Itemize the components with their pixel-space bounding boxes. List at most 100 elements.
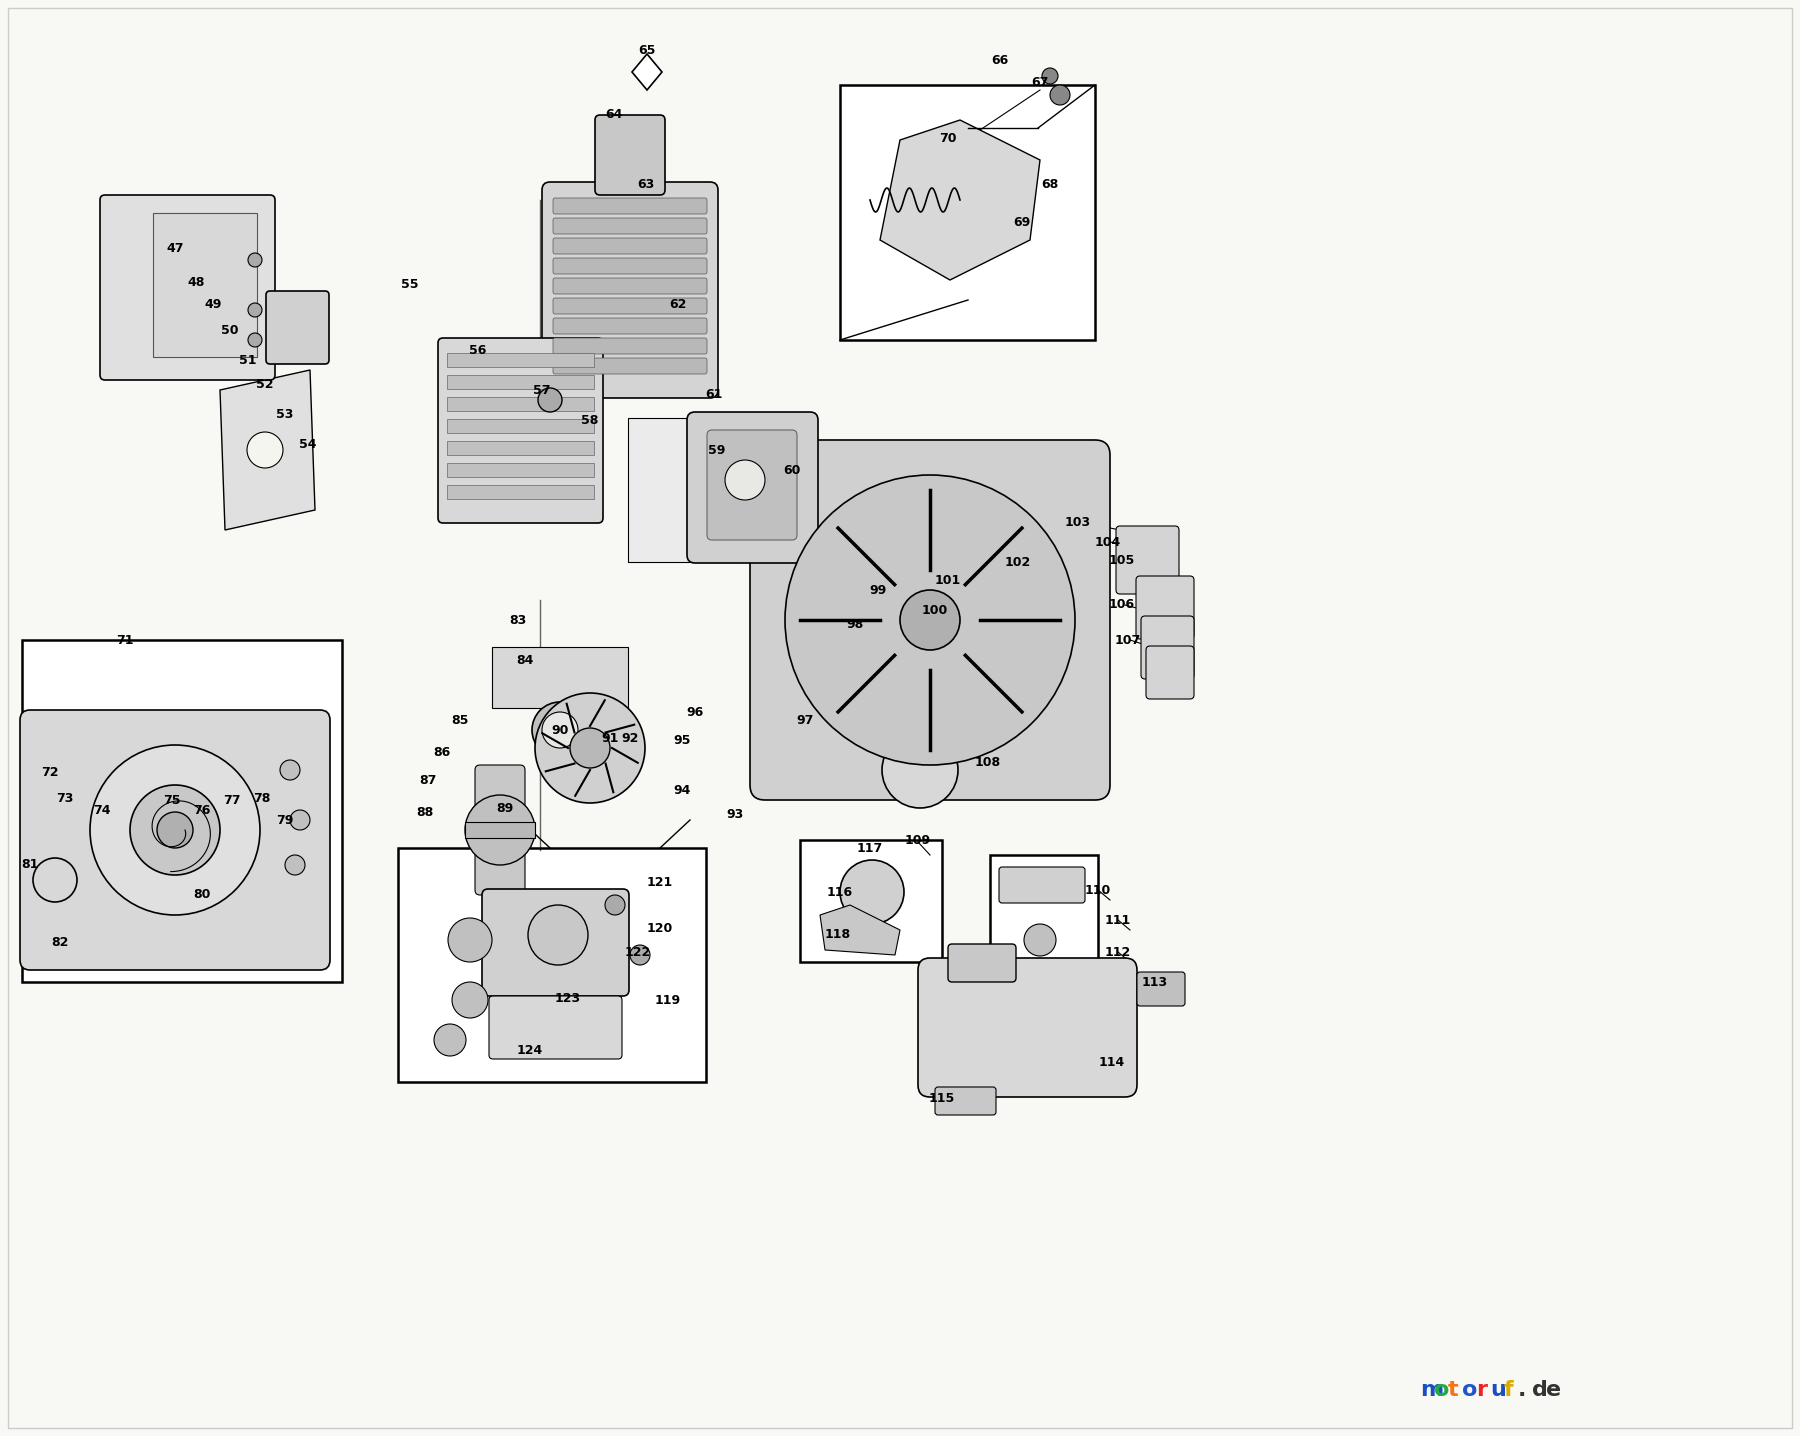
Text: 60: 60 bbox=[783, 464, 801, 477]
Text: f: f bbox=[1505, 1380, 1514, 1400]
Text: 104: 104 bbox=[1094, 536, 1121, 549]
Text: t: t bbox=[1447, 1380, 1458, 1400]
Bar bbox=[841, 85, 1094, 340]
Text: 117: 117 bbox=[857, 841, 884, 854]
Text: 70: 70 bbox=[940, 132, 958, 145]
FancyBboxPatch shape bbox=[101, 195, 275, 381]
Text: 78: 78 bbox=[254, 791, 270, 804]
Text: 94: 94 bbox=[673, 784, 691, 797]
Circle shape bbox=[284, 854, 304, 875]
Circle shape bbox=[248, 333, 263, 348]
Text: 124: 124 bbox=[517, 1044, 544, 1057]
Circle shape bbox=[130, 785, 220, 875]
Text: .: . bbox=[1517, 1380, 1526, 1400]
Text: 59: 59 bbox=[709, 444, 725, 457]
FancyBboxPatch shape bbox=[1136, 576, 1193, 639]
FancyBboxPatch shape bbox=[1147, 646, 1193, 699]
Text: 100: 100 bbox=[922, 603, 949, 616]
Text: u: u bbox=[1490, 1380, 1507, 1400]
Text: o: o bbox=[1462, 1380, 1478, 1400]
Text: 93: 93 bbox=[727, 808, 743, 821]
Text: 101: 101 bbox=[934, 573, 961, 586]
Text: 79: 79 bbox=[277, 814, 293, 827]
Polygon shape bbox=[821, 905, 900, 955]
Text: 120: 120 bbox=[646, 922, 673, 935]
Text: 53: 53 bbox=[277, 408, 293, 422]
Text: 58: 58 bbox=[581, 414, 599, 426]
Text: 88: 88 bbox=[416, 806, 434, 819]
Circle shape bbox=[452, 982, 488, 1018]
FancyBboxPatch shape bbox=[918, 958, 1138, 1097]
FancyBboxPatch shape bbox=[475, 765, 526, 895]
Circle shape bbox=[785, 475, 1075, 765]
Bar bbox=[446, 419, 594, 434]
Text: 68: 68 bbox=[1042, 178, 1058, 191]
Bar bbox=[464, 821, 535, 839]
Text: 110: 110 bbox=[1085, 883, 1111, 896]
FancyBboxPatch shape bbox=[153, 213, 257, 358]
Text: 115: 115 bbox=[929, 1091, 956, 1104]
Text: 74: 74 bbox=[94, 804, 112, 817]
FancyBboxPatch shape bbox=[553, 238, 707, 254]
Text: 57: 57 bbox=[533, 383, 551, 396]
Bar bbox=[799, 840, 941, 962]
Bar bbox=[446, 396, 594, 411]
Circle shape bbox=[535, 694, 644, 803]
Circle shape bbox=[527, 905, 589, 965]
FancyBboxPatch shape bbox=[1138, 972, 1184, 1007]
Bar bbox=[22, 640, 342, 982]
Text: 64: 64 bbox=[605, 109, 623, 122]
Text: m: m bbox=[1420, 1380, 1444, 1400]
Circle shape bbox=[32, 857, 77, 902]
Circle shape bbox=[542, 712, 578, 748]
Text: 121: 121 bbox=[646, 876, 673, 889]
Text: 48: 48 bbox=[187, 276, 205, 289]
Bar bbox=[990, 854, 1098, 968]
Text: e: e bbox=[1546, 1380, 1561, 1400]
Text: 119: 119 bbox=[655, 994, 680, 1007]
FancyBboxPatch shape bbox=[20, 709, 329, 969]
Circle shape bbox=[281, 760, 301, 780]
Bar bbox=[398, 849, 706, 1081]
FancyBboxPatch shape bbox=[949, 943, 1015, 982]
Text: 91: 91 bbox=[601, 731, 619, 744]
Bar bbox=[446, 462, 594, 477]
FancyBboxPatch shape bbox=[553, 358, 707, 373]
Circle shape bbox=[533, 702, 589, 758]
Text: 66: 66 bbox=[992, 53, 1008, 66]
Text: 73: 73 bbox=[56, 791, 74, 804]
Text: 50: 50 bbox=[221, 323, 239, 336]
Text: 98: 98 bbox=[846, 619, 864, 632]
Text: 123: 123 bbox=[554, 991, 581, 1005]
Text: 118: 118 bbox=[824, 929, 851, 942]
FancyBboxPatch shape bbox=[934, 1087, 995, 1114]
FancyBboxPatch shape bbox=[596, 115, 664, 195]
Circle shape bbox=[841, 860, 904, 923]
Text: 49: 49 bbox=[205, 299, 221, 312]
Circle shape bbox=[605, 895, 625, 915]
Text: 69: 69 bbox=[1013, 215, 1031, 228]
Polygon shape bbox=[880, 121, 1040, 280]
Text: 92: 92 bbox=[621, 731, 639, 744]
FancyBboxPatch shape bbox=[751, 439, 1111, 800]
Text: 97: 97 bbox=[796, 714, 814, 727]
Text: 47: 47 bbox=[166, 241, 184, 254]
Bar bbox=[446, 485, 594, 498]
Text: 84: 84 bbox=[517, 653, 533, 666]
FancyBboxPatch shape bbox=[542, 182, 718, 398]
FancyBboxPatch shape bbox=[553, 317, 707, 335]
Circle shape bbox=[464, 796, 535, 864]
Text: o: o bbox=[1435, 1380, 1449, 1400]
Circle shape bbox=[290, 810, 310, 830]
Circle shape bbox=[725, 460, 765, 500]
Text: 62: 62 bbox=[670, 299, 686, 312]
Text: 102: 102 bbox=[1004, 556, 1031, 569]
Polygon shape bbox=[632, 55, 662, 90]
FancyBboxPatch shape bbox=[553, 299, 707, 314]
Text: 80: 80 bbox=[193, 889, 211, 902]
Text: 116: 116 bbox=[826, 886, 853, 899]
Text: 61: 61 bbox=[706, 389, 722, 402]
Text: 75: 75 bbox=[164, 794, 180, 807]
FancyBboxPatch shape bbox=[437, 337, 603, 523]
Text: r: r bbox=[1476, 1380, 1487, 1400]
